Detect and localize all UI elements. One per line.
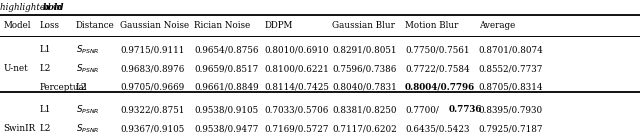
Text: 0.9659/0.8517: 0.9659/0.8517 [194, 64, 258, 73]
Text: 0.7736: 0.7736 [449, 105, 482, 114]
Text: $S_{PSNR}$: $S_{PSNR}$ [76, 62, 99, 75]
Text: 0.8705/0.8314: 0.8705/0.8314 [479, 83, 543, 92]
Text: Perceptual: Perceptual [40, 83, 87, 92]
Text: 0.6435/0.5423: 0.6435/0.5423 [405, 124, 470, 133]
Text: 0.9705/0.9669: 0.9705/0.9669 [120, 83, 184, 92]
Text: L2: L2 [40, 64, 51, 73]
Text: 0.8004/0.7796: 0.8004/0.7796 [405, 83, 476, 92]
Text: Average: Average [479, 21, 515, 30]
Text: Distance: Distance [76, 21, 115, 30]
Text: 0.7033/0.5706: 0.7033/0.5706 [264, 105, 329, 114]
Text: $S_{PSNR}$: $S_{PSNR}$ [76, 104, 99, 116]
Text: 0.8040/0.7831: 0.8040/0.7831 [332, 83, 397, 92]
Text: Rician Noise: Rician Noise [194, 21, 250, 30]
Text: 0.8010/0.6910: 0.8010/0.6910 [264, 45, 329, 54]
Text: 0.9538/0.9105: 0.9538/0.9105 [194, 105, 258, 114]
Text: $S_{PSNR}$: $S_{PSNR}$ [76, 43, 99, 56]
Text: Motion Blur: Motion Blur [405, 21, 458, 30]
Text: DDPM: DDPM [264, 21, 292, 30]
Text: 0.8395/0.7930: 0.8395/0.7930 [479, 105, 543, 114]
Text: Loss: Loss [40, 21, 60, 30]
Text: 0.7117/0.6202: 0.7117/0.6202 [332, 124, 397, 133]
Text: Model: Model [3, 21, 31, 30]
Text: 0.8100/0.6221: 0.8100/0.6221 [264, 64, 329, 73]
Text: 0.9661/0.8849: 0.9661/0.8849 [194, 83, 259, 92]
Text: highlighted in: highlighted in [0, 4, 65, 12]
Text: 0.7750/0.7561: 0.7750/0.7561 [405, 45, 470, 54]
Text: SwinIR: SwinIR [3, 124, 35, 133]
Text: $S_{PSNR}$: $S_{PSNR}$ [76, 122, 99, 135]
Text: 0.7925/0.7187: 0.7925/0.7187 [479, 124, 543, 133]
Text: L2: L2 [76, 83, 87, 92]
Text: 0.8114/0.7425: 0.8114/0.7425 [264, 83, 329, 92]
Text: 0.8381/0.8250: 0.8381/0.8250 [332, 105, 397, 114]
Text: bold: bold [43, 4, 65, 12]
Text: 0.9715/0.9111: 0.9715/0.9111 [120, 45, 185, 54]
Text: 0.9683/0.8976: 0.9683/0.8976 [120, 64, 185, 73]
Text: 0.7700/: 0.7700/ [405, 105, 439, 114]
Text: 0.8552/0.7737: 0.8552/0.7737 [479, 64, 543, 73]
Text: 0.9538/0.9477: 0.9538/0.9477 [194, 124, 259, 133]
Text: Gaussian Blur: Gaussian Blur [332, 21, 395, 30]
Text: 0.7169/0.5727: 0.7169/0.5727 [264, 124, 329, 133]
Text: 0.8291/0.8051: 0.8291/0.8051 [332, 45, 397, 54]
Text: L1: L1 [40, 45, 51, 54]
Text: 0.9367/0.9105: 0.9367/0.9105 [120, 124, 184, 133]
Text: 0.7596/0.7386: 0.7596/0.7386 [332, 64, 397, 73]
Text: L1: L1 [40, 105, 51, 114]
Text: Gaussian Noise: Gaussian Noise [120, 21, 189, 30]
Text: L2: L2 [40, 124, 51, 133]
Text: 0.7722/0.7584: 0.7722/0.7584 [405, 64, 470, 73]
Text: 0.9654/0.8756: 0.9654/0.8756 [194, 45, 259, 54]
Text: 0.8701/0.8074: 0.8701/0.8074 [479, 45, 543, 54]
Text: U-net: U-net [3, 64, 28, 73]
Text: 0.9322/0.8751: 0.9322/0.8751 [120, 105, 185, 114]
